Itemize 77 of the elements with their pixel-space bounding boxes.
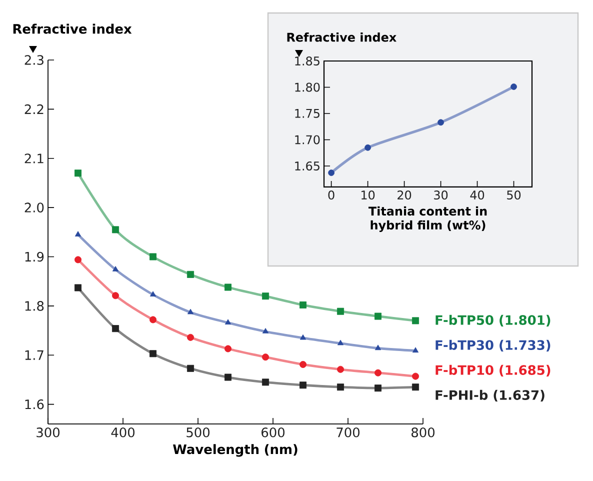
series-label: F-bTP50 (1.801) xyxy=(436,314,550,326)
y-tick-label: 1.70 xyxy=(295,135,320,144)
point xyxy=(150,291,156,296)
x-tick-label: 500 xyxy=(186,428,210,438)
y-tick-label: 1.75 xyxy=(295,109,320,118)
y-tick-label: 2.1 xyxy=(24,154,44,164)
point xyxy=(262,378,270,386)
point xyxy=(187,364,194,372)
point xyxy=(300,334,306,340)
y-tick-label: 2.2 xyxy=(24,104,44,114)
point xyxy=(337,308,344,315)
x-tick-label: 300 xyxy=(36,428,60,438)
y-tick-label: 1.9 xyxy=(25,252,44,262)
point xyxy=(300,360,307,368)
point xyxy=(412,347,419,353)
point xyxy=(412,317,420,324)
point xyxy=(300,382,307,389)
point xyxy=(74,231,82,236)
y-axis-title: Refractive index xyxy=(287,32,396,42)
point xyxy=(412,372,420,380)
x-tick-label: 50 xyxy=(507,190,521,200)
series-label: F-PHI-b (1.637) xyxy=(436,390,544,402)
x-tick-label: 10 xyxy=(362,190,375,200)
point xyxy=(337,340,344,346)
point xyxy=(112,226,120,234)
point xyxy=(262,354,270,361)
point xyxy=(412,384,420,391)
point xyxy=(112,325,120,332)
y-tick-label: 1.8 xyxy=(25,301,44,311)
point xyxy=(224,345,232,352)
series-label: F-bTP30 (1.733) xyxy=(436,340,550,352)
x-tick-label: 600 xyxy=(262,428,284,438)
point xyxy=(150,316,157,324)
series-label: F-bTP10 (1.685) xyxy=(436,364,550,376)
point xyxy=(224,319,232,325)
point xyxy=(224,284,232,291)
point xyxy=(224,374,232,381)
x-tick-label: 800 xyxy=(412,428,434,438)
point xyxy=(510,84,517,90)
point xyxy=(328,170,335,176)
x-axis-title: Wavelength (nm) xyxy=(173,444,298,457)
x-axis-title: Titania content in hybrid film (wt%) xyxy=(368,206,487,232)
point xyxy=(74,256,82,264)
point xyxy=(187,270,194,278)
point xyxy=(150,253,157,260)
point xyxy=(187,334,194,341)
point xyxy=(300,301,307,308)
y-tick-label: 1.80 xyxy=(295,82,320,92)
point xyxy=(374,344,382,350)
point xyxy=(112,266,119,272)
point xyxy=(337,384,344,391)
point xyxy=(74,170,82,177)
x-tick-label: 0 xyxy=(328,190,334,200)
point xyxy=(337,366,344,373)
x-tick-label: 700 xyxy=(336,428,360,438)
point xyxy=(374,369,382,376)
point xyxy=(364,144,371,151)
y-tick-label: 1.6 xyxy=(25,399,44,410)
point xyxy=(187,308,194,314)
x-tick-label: 40 xyxy=(470,190,484,200)
x-tick-label: 400 xyxy=(111,428,134,438)
y-tick-label: 1.7 xyxy=(25,350,44,360)
y-tick-label: 2.0 xyxy=(24,202,44,212)
y-tick-label: 2.3 xyxy=(24,55,44,65)
point xyxy=(262,328,269,334)
point xyxy=(74,284,82,292)
y-tick-label: 1.65 xyxy=(295,161,320,171)
y-tick-label: 1.85 xyxy=(295,56,320,66)
y-axis-title: Refractive index xyxy=(13,24,132,34)
x-tick-label: 20 xyxy=(398,190,412,200)
point xyxy=(374,312,382,320)
point xyxy=(150,350,157,358)
point xyxy=(438,119,444,126)
point xyxy=(374,384,382,392)
x-tick-label: 30 xyxy=(434,190,448,200)
point xyxy=(112,292,120,300)
point xyxy=(262,292,270,300)
